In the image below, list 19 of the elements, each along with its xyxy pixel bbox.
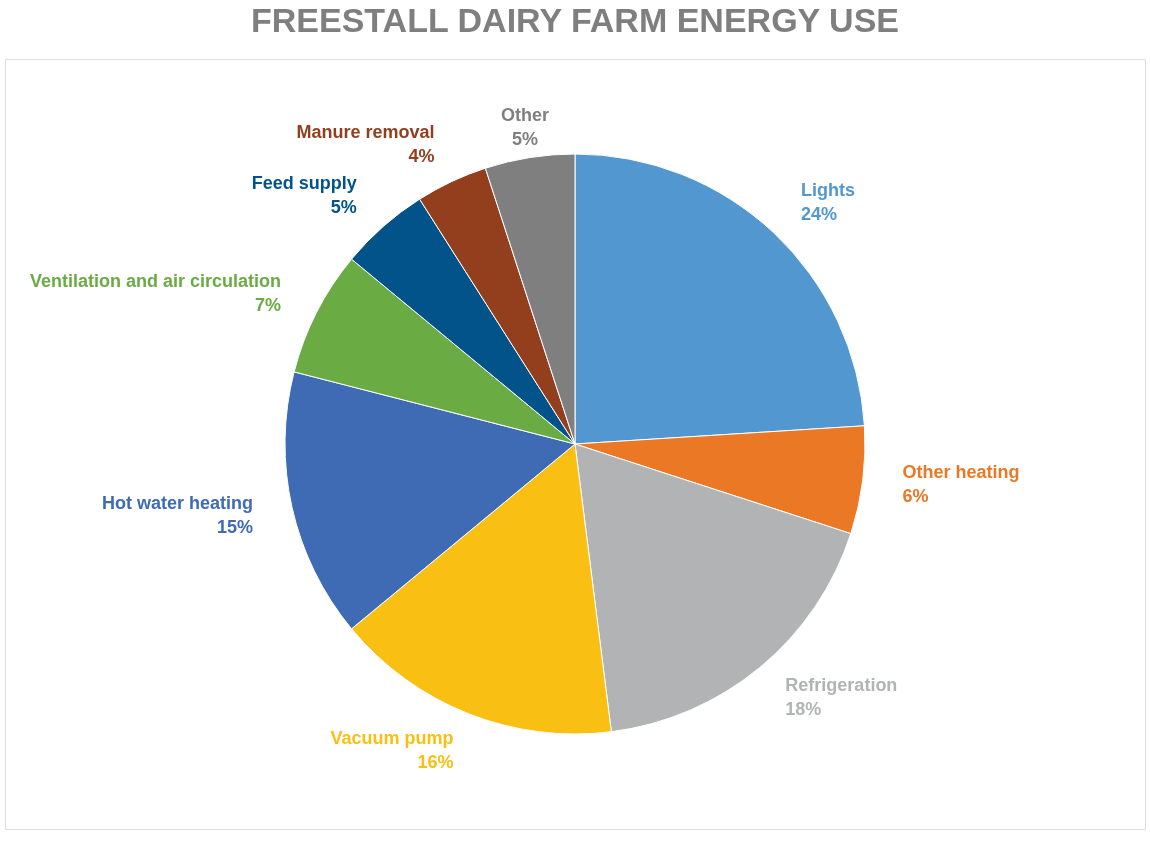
data-label: 4% xyxy=(408,146,435,167)
slice-label: Feed supply xyxy=(251,173,357,194)
data-label: 7% xyxy=(254,295,281,316)
data-label: 24% xyxy=(800,204,837,225)
data-label: 15% xyxy=(216,516,253,537)
data-label: 6% xyxy=(902,486,929,507)
slice-label: Vacuum pump xyxy=(330,727,454,748)
slice-label: Hot water heating xyxy=(101,492,253,513)
slice-label: Other xyxy=(500,104,549,125)
slice-label: Lights xyxy=(800,180,855,201)
slice-label: Manure removal xyxy=(296,122,435,143)
data-label: 16% xyxy=(417,751,454,772)
slice-label: Refrigeration xyxy=(785,675,898,696)
slice-label: Ventilation and air circulation xyxy=(29,271,281,292)
data-label: 5% xyxy=(511,128,538,149)
chart-title: FREESTALL DAIRY FARM ENERGY USE xyxy=(251,1,899,39)
data-label: 18% xyxy=(785,699,822,720)
slice-label: Other heating xyxy=(902,462,1020,483)
data-label: 5% xyxy=(330,197,357,218)
